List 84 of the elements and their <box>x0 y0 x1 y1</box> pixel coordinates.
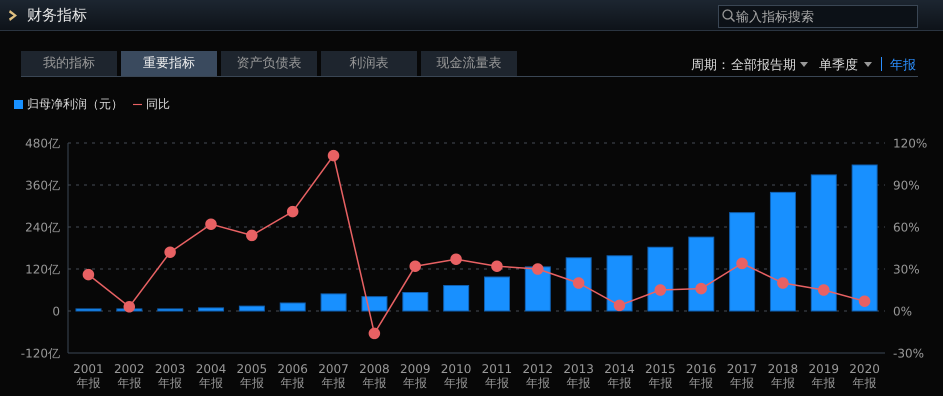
bar <box>402 292 428 312</box>
point <box>409 260 421 272</box>
point <box>491 260 503 272</box>
x-tick-label: 2002 年报 <box>114 362 145 390</box>
legend-label: 归母净利润（元） <box>27 97 123 111</box>
y2-tick-label: 0% <box>893 304 912 318</box>
x-tick-label: 2016 年报 <box>686 362 716 390</box>
point <box>286 206 298 218</box>
x-tick-label: 2019 年报 <box>808 362 839 390</box>
y-tick-label: -120亿 <box>20 346 60 360</box>
x-tick-label: 2004 年报 <box>196 362 226 390</box>
legend-label: 同比 <box>146 97 170 111</box>
x-tick-label: 2012 年报 <box>522 362 554 390</box>
x-tick-label: 2005 年报 <box>236 362 268 390</box>
x-tick-label: 2013 年报 <box>563 362 594 390</box>
text: 周期： <box>691 57 730 74</box>
text: 我的指标 <box>21 51 117 76</box>
point <box>328 150 340 162</box>
y-tick-label: 240亿 <box>25 220 60 234</box>
x-tick-label: 2003 年报 <box>154 362 186 390</box>
x-tick-label: 2015 年报 <box>645 362 676 390</box>
point <box>777 277 789 289</box>
x-tick-label: 2018 年报 <box>768 362 798 390</box>
text: 全部报告期 <box>731 57 796 74</box>
text: 利润表 <box>321 51 417 76</box>
point <box>82 268 94 280</box>
text: 资产负债表 <box>221 51 317 76</box>
y2-tick-label: 120% <box>893 136 928 150</box>
bar <box>810 174 837 312</box>
y-tick-label: 0 <box>52 304 60 318</box>
point <box>368 328 380 340</box>
x-tick-label: 2006 年报 <box>277 362 308 390</box>
x-tick-label: 2020 年报 <box>849 362 880 390</box>
y2-tick-label: 90% <box>893 178 920 192</box>
bar <box>606 255 633 312</box>
bar <box>524 266 551 312</box>
x-tick-label: 2009 年报 <box>400 362 430 390</box>
point <box>858 295 870 307</box>
point <box>532 263 544 275</box>
chart-title: 财务指标 <box>27 6 87 25</box>
bar <box>688 236 714 312</box>
point <box>124 301 136 313</box>
x-tick-label: 2008 年报 <box>359 362 390 390</box>
point <box>736 258 748 270</box>
bar <box>647 246 674 312</box>
x-tick-label: 2017 年报 <box>726 362 758 390</box>
bar <box>320 293 347 312</box>
point <box>572 277 584 289</box>
bar <box>852 164 878 312</box>
point <box>164 246 176 258</box>
point <box>246 230 258 242</box>
bar <box>566 257 592 312</box>
point <box>614 300 626 312</box>
text: 现金流量表 <box>421 51 517 76</box>
point <box>205 218 217 230</box>
point <box>818 284 830 296</box>
bar <box>76 308 102 312</box>
bar <box>770 192 796 312</box>
text: 重要指标 <box>121 51 217 76</box>
bar <box>361 296 388 312</box>
y2-tick-label: -30% <box>893 346 924 360</box>
y-tick-label: 480亿 <box>25 136 60 150</box>
x-tick-label: 2014 年报 <box>604 362 635 390</box>
bar <box>238 306 265 312</box>
x-tick-label: 2010 年报 <box>440 362 472 390</box>
text: 输入指标搜索 <box>736 9 814 26</box>
text: 年报 <box>890 57 916 74</box>
x-tick-label: 2001 年报 <box>73 362 104 390</box>
point <box>450 253 462 265</box>
x-tick-label: 2007 年报 <box>318 362 349 390</box>
x-tick-label: 2011 年报 <box>482 362 512 390</box>
bar <box>157 308 184 312</box>
bar <box>198 307 224 312</box>
y2-tick-label: 60% <box>893 220 920 234</box>
y2-tick-label: 30% <box>893 262 920 276</box>
bar <box>443 284 470 312</box>
point <box>654 284 666 296</box>
bar <box>280 302 306 312</box>
bar <box>484 276 510 312</box>
bar <box>729 212 756 312</box>
y-tick-label: 360亿 <box>25 178 60 192</box>
point <box>695 282 707 294</box>
y-tick-label: 120亿 <box>25 262 60 276</box>
text: 单季度 <box>819 57 858 74</box>
